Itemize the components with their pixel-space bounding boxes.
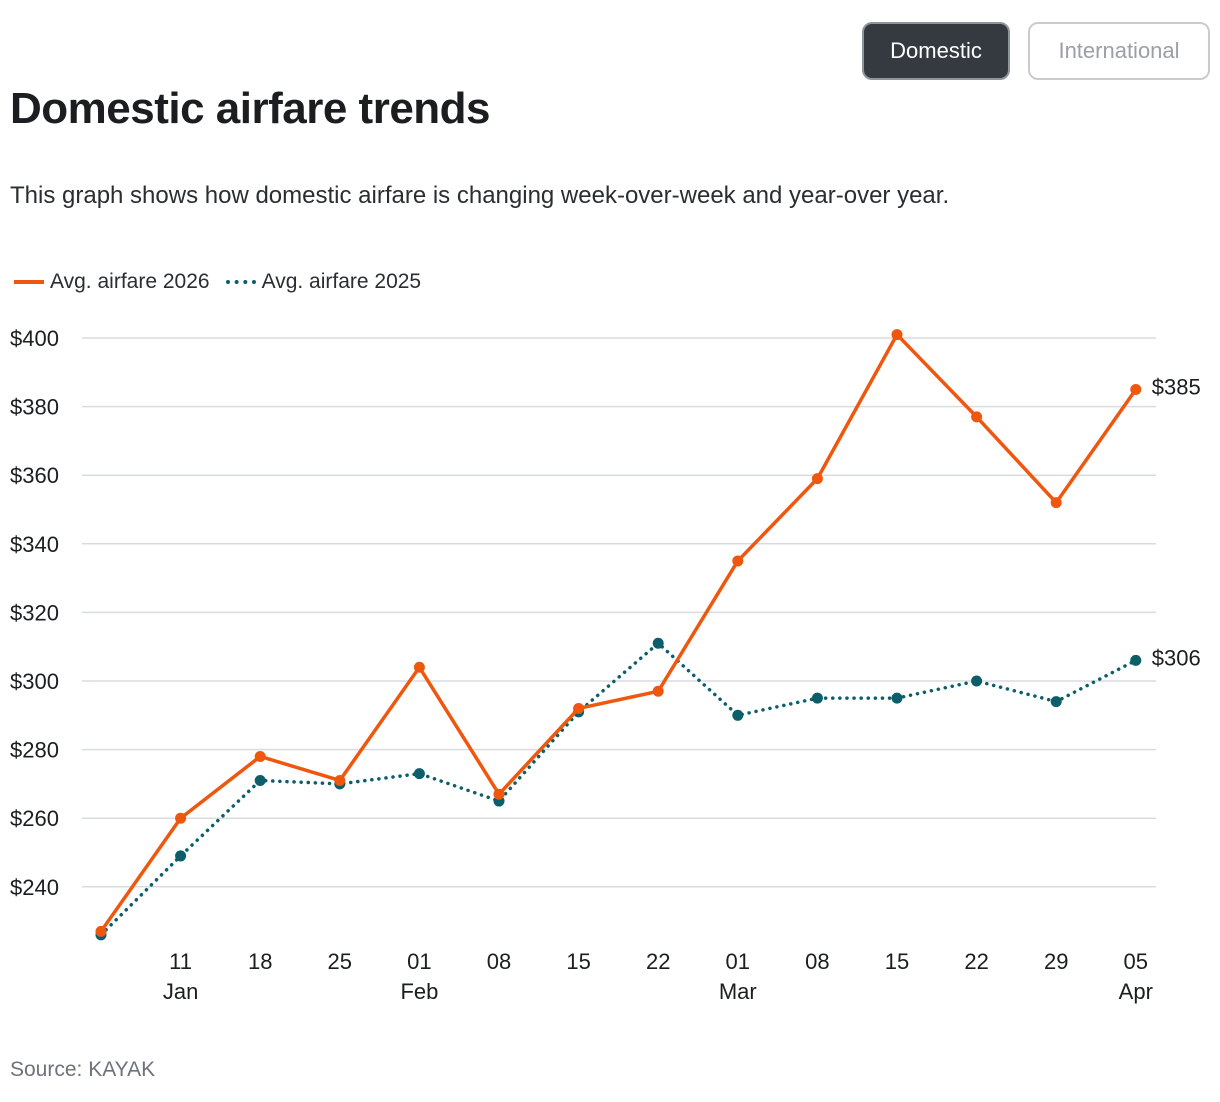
x-tick-label: 25 <box>328 949 352 974</box>
data-point-2026 <box>971 411 983 423</box>
data-point-2026 <box>1130 383 1142 395</box>
data-point-2026 <box>891 329 903 341</box>
data-point-2026 <box>95 925 107 937</box>
data-point-2025 <box>175 850 187 862</box>
x-tick-label: 18 <box>248 949 272 974</box>
y-tick-label: $400 <box>10 326 59 351</box>
legend-swatch-solid <box>14 280 44 284</box>
data-point-2026 <box>811 473 823 485</box>
end-label-2026: $385 <box>1152 374 1201 399</box>
x-tick-label: 08 <box>805 949 829 974</box>
x-tick-label: 11 <box>169 949 192 974</box>
page-title: Domestic airfare trends <box>10 84 491 133</box>
page-subtitle: This graph shows how domestic airfare is… <box>10 182 950 209</box>
legend-item-2025: Avg. airfare 2025 <box>225 270 422 294</box>
legend-item-2026: Avg. airfare 2026 <box>14 270 210 294</box>
x-month-label: Jan <box>163 979 198 1004</box>
legend-label-2025: Avg. airfare 2025 <box>261 270 422 293</box>
y-tick-label: $240 <box>10 875 59 900</box>
data-point-2026 <box>254 750 266 762</box>
tab-international[interactable]: International <box>1028 22 1210 80</box>
x-month-label: Feb <box>400 979 438 1004</box>
x-tick-label: 22 <box>964 949 988 974</box>
x-month-label: Mar <box>719 979 757 1004</box>
data-point-2025 <box>891 692 903 704</box>
data-point-2026 <box>175 812 187 824</box>
series-line-2025 <box>99 641 1138 937</box>
x-month-label: Apr <box>1119 979 1153 1004</box>
x-tick-label: 05 <box>1124 949 1148 974</box>
data-point-2025 <box>1050 696 1062 708</box>
chart-legend: Avg. airfare 2026 Avg. airfare 2025 <box>14 270 437 294</box>
legend-swatch-dotted <box>225 280 256 284</box>
airfare-line-chart: $240 $260 $280 $300 $320 $340 $360 $380 $400 11 Ja… <box>10 326 1201 1004</box>
x-tick-label: 08 <box>487 949 511 974</box>
data-point-2025 <box>652 637 664 649</box>
y-tick-label: $260 <box>10 806 59 831</box>
y-tick-label: $380 <box>10 395 59 420</box>
data-point-2025 <box>971 675 983 687</box>
data-point-2026 <box>652 685 664 697</box>
end-label-2025: $306 <box>1152 645 1201 670</box>
y-tick-label: $320 <box>10 600 59 625</box>
data-point-2025 <box>811 692 823 704</box>
y-tick-label: $280 <box>10 738 59 763</box>
legend-label-2026: Avg. airfare 2026 <box>50 270 210 293</box>
tab-domestic[interactable]: Domestic <box>862 22 1010 80</box>
x-tick-label: 29 <box>1044 949 1068 974</box>
data-point-2025 <box>732 709 744 721</box>
data-point-2025 <box>1130 654 1142 666</box>
data-point-2026 <box>334 774 346 786</box>
y-tick-label: $300 <box>10 669 59 694</box>
data-point-2025 <box>254 774 266 786</box>
series-line-2026 <box>99 332 1138 934</box>
x-tick-label: 15 <box>566 949 590 974</box>
source-note: Source: KAYAK <box>10 1058 156 1081</box>
data-point-2026 <box>493 788 505 800</box>
x-tick-label: 15 <box>885 949 909 974</box>
fare-type-tabs: Domestic International <box>862 22 1210 80</box>
data-point-2025 <box>413 768 425 780</box>
y-tick-label: $340 <box>10 532 59 557</box>
data-point-2026 <box>573 702 585 714</box>
data-point-2026 <box>732 555 744 567</box>
x-tick-label: 22 <box>646 949 670 974</box>
x-tick-label: 01 <box>726 949 750 974</box>
data-point-2026 <box>1050 497 1062 509</box>
y-tick-label: $360 <box>10 463 59 488</box>
data-point-2026 <box>413 661 425 673</box>
x-tick-label: 01 <box>407 949 431 974</box>
